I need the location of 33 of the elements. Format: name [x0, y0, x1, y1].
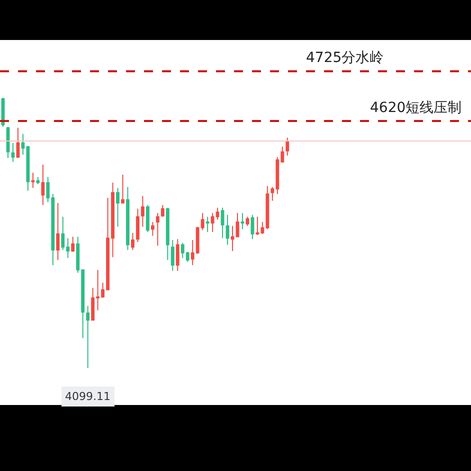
annotation: 4099.11	[65, 390, 110, 403]
candlestick	[131, 232, 134, 250]
candlestick	[86, 305, 90, 368]
ref-line-label: 4725分水岭	[306, 50, 384, 66]
candlestick	[36, 176, 40, 185]
candlestick	[156, 212, 160, 246]
candlestick	[11, 142, 15, 162]
candlestick	[170, 240, 174, 272]
candlestick	[160, 204, 164, 218]
candlestick	[246, 216, 250, 226]
candlestick	[71, 236, 75, 252]
candlestick	[140, 195, 144, 228]
candlestick	[121, 174, 124, 204]
candlestick	[16, 127, 20, 159]
candlestick	[31, 172, 35, 188]
candlestick	[220, 207, 224, 239]
candlestick	[136, 208, 140, 242]
candlestick	[41, 164, 45, 206]
candlestick	[146, 204, 150, 232]
candlestick	[116, 187, 120, 228]
candlestick	[166, 207, 170, 260]
candlestick	[206, 216, 210, 232]
candlestick	[236, 212, 240, 238]
candlestick	[176, 238, 180, 272]
candlestick	[230, 225, 234, 252]
ref-line-label: 4620短线压制	[370, 100, 462, 116]
candlestick	[250, 214, 254, 240]
candlestick	[150, 222, 154, 236]
candlestick	[126, 186, 130, 250]
candlestick	[240, 212, 244, 230]
candlestick	[56, 202, 60, 260]
candlestick	[226, 214, 230, 246]
candlestick	[286, 137, 290, 156]
